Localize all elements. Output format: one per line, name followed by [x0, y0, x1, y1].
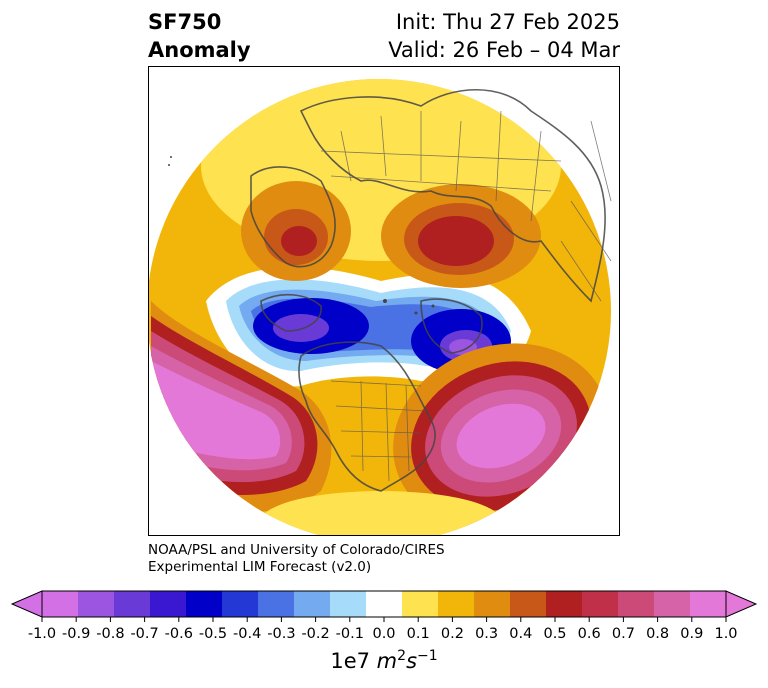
sea-ice-dots	[168, 156, 435, 315]
colorbar-under-arrow	[10, 590, 43, 618]
title-left: SF750 Anomaly	[148, 8, 251, 64]
colorbar-cell	[258, 591, 295, 617]
colorbar-tick-label: 0.7	[612, 626, 635, 642]
title-init-date: Init: Thu 27 Feb 2025	[395, 10, 620, 34]
units-m: m	[376, 649, 398, 673]
anomaly-map	[149, 79, 612, 535]
colorbar: -1.0 -0.9 -0.8 -0.7 -0.6 -0.5 -0.4 -0.3 -0.2 -0.1…	[10, 590, 758, 642]
title-valid-range: Valid: 26 Feb – 04 Mar	[388, 38, 620, 62]
colorbar-cell	[402, 591, 439, 617]
colorbar-tick-label: -0.5	[199, 626, 227, 642]
colorbar-cell	[654, 591, 691, 617]
colorbar-ticks: -1.0 -0.9 -0.8 -0.7 -0.6 -0.5 -0.4 -0.3 -0.2 -0.1…	[28, 617, 738, 642]
colorbar-tick-label: 0.0	[372, 626, 395, 642]
colorbar-tick-label: 0.9	[680, 626, 703, 642]
colorbar-cell	[114, 591, 151, 617]
colorbar-tick-label: -0.9	[62, 626, 90, 642]
colorbar-over-arrow	[725, 590, 758, 618]
colorbar-cell	[582, 591, 619, 617]
colorbar-tick-label: -0.1	[336, 626, 364, 642]
title-variable: SF750	[148, 10, 222, 34]
colorbar-tick-label: 0.2	[441, 626, 464, 642]
map-frame	[148, 66, 620, 536]
colorbar-cell	[222, 591, 259, 617]
colorbar-cell	[42, 591, 79, 617]
title-right: Init: Thu 27 Feb 2025 Valid: 26 Feb – 04…	[388, 8, 620, 64]
title-anomaly: Anomaly	[148, 38, 251, 62]
colorbar-tick-label: 0.4	[509, 626, 532, 642]
colorbar-tick-label: -0.2	[301, 626, 329, 642]
colorbar-tick-label: 0.5	[543, 626, 566, 642]
colorbar-tick-label: 1.0	[714, 626, 737, 642]
colorbar-tick-label: -1.0	[28, 626, 56, 642]
credit-text: NOAA/PSL and University of Colorado/CIRE…	[148, 542, 445, 576]
credit-line-2: Experimental LIM Forecast (v2.0)	[148, 559, 372, 575]
colorbar-tick-label: 0.1	[407, 626, 430, 642]
colorbar-cell	[546, 591, 583, 617]
colorbar-tick-label: -0.7	[130, 626, 158, 642]
colorbar-tick-label: 0.6	[578, 626, 601, 642]
credit-line-1: NOAA/PSL and University of Colorado/CIRE…	[148, 542, 445, 558]
colorbar-cell	[294, 591, 331, 617]
colorbar-cell	[510, 591, 547, 617]
political-borders	[320, 110, 612, 482]
colorbar-tick-label: -0.6	[165, 626, 193, 642]
units-m-exponent: 2	[397, 648, 407, 664]
coastlines	[250, 88, 606, 492]
colorbar-cell	[366, 591, 403, 617]
colorbar-tick-label: -0.8	[96, 626, 124, 642]
colorbar-cell	[186, 591, 223, 617]
colorbar-cell	[78, 591, 115, 617]
colorbar-cells	[42, 591, 727, 617]
colorbar-cell	[330, 591, 367, 617]
colorbar-tick-label: 0.8	[646, 626, 669, 642]
units-prefix: 1e7	[330, 649, 377, 673]
units-s-exponent: −1	[417, 648, 438, 664]
colorbar-tick-label: -0.3	[267, 626, 295, 642]
units-s: s	[406, 649, 418, 673]
colorbar-tick-label: -0.4	[233, 626, 261, 642]
colorbar-cell	[618, 591, 655, 617]
colorbar-cell	[150, 591, 187, 617]
colorbar-tick-label: 0.3	[475, 626, 498, 642]
colorbar-cell	[474, 591, 511, 617]
colorbar-cell	[690, 591, 727, 617]
colorbar-units: 1e7 m2s−1	[0, 648, 768, 673]
colorbar-cell	[438, 591, 475, 617]
